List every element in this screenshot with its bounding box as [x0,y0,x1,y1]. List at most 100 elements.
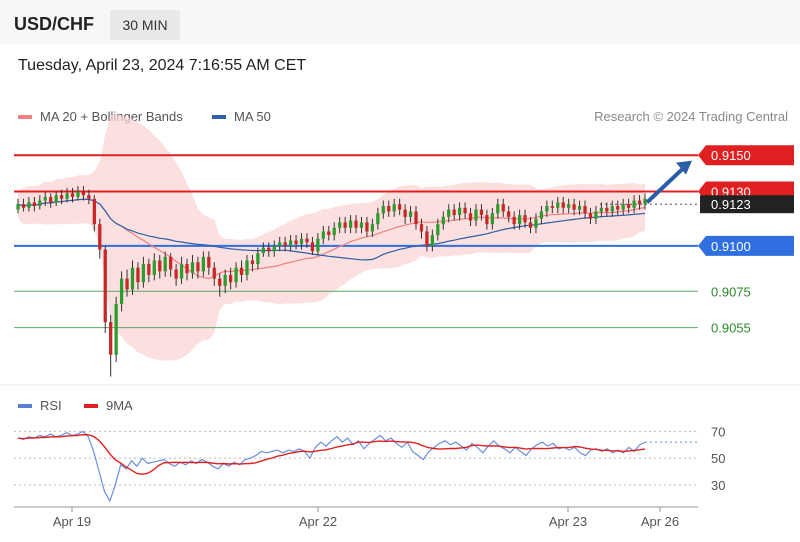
candle-body [550,206,554,208]
candle-body [490,213,494,225]
candle-body [87,195,91,199]
candle-body [398,204,402,210]
candle-body [49,196,53,203]
candle-body [468,213,473,221]
candle-body [288,240,293,246]
candle-body [190,262,195,274]
ma50-line [17,198,646,261]
candle-body [517,215,522,225]
candle-body [158,260,162,272]
candle-body [588,213,593,219]
chart-header: USD/CHF 30 MIN [0,0,800,44]
candle-body [381,206,385,214]
candle-body [539,211,544,219]
candle-body [616,206,620,210]
candle-body [605,207,609,212]
candle-body [621,204,625,210]
candle-body [267,247,271,252]
level-label-0.9100: 0.9100 [711,239,751,254]
candle-body [387,206,391,212]
candle-body [81,191,86,196]
candle-body [610,206,614,212]
candle-body [305,238,309,243]
candle-body [261,247,265,254]
rsi-tick-30: 30 [711,478,725,493]
candle-body [228,274,233,283]
candle-body [76,191,80,197]
candle-body [179,264,184,279]
candle-body [98,224,102,250]
candle-body [103,249,107,323]
candle-body [474,209,478,221]
candle-body [430,235,435,246]
candle-body [59,195,64,199]
candle-body [512,216,516,225]
candle-body [556,202,560,208]
candle-body [523,215,527,223]
level-label-0.9150: 0.9150 [711,148,751,163]
symbol-title: USD/CHF [14,14,94,34]
candle-body [130,267,135,290]
current-price-tag [700,195,794,214]
level-tag-0.9150 [698,145,794,166]
candle-body [392,204,396,212]
x-tick-label: Apr 19 [53,514,91,529]
candle-body [38,200,42,207]
level-label-0.9055: 0.9055 [711,321,751,336]
candle-body [370,224,375,232]
candle-body [109,322,113,355]
candle-body [27,202,31,208]
candle-body [528,222,533,228]
candle-body [70,193,75,197]
candle-body [425,231,429,246]
candle-body [299,238,304,245]
candle-body [627,204,631,208]
candle-body [632,200,636,208]
candle-body [245,260,249,275]
candle-body [201,256,206,272]
rsi-swatch [18,403,32,408]
candle-body [218,278,222,286]
candle-body [321,231,325,239]
candle-body [223,274,227,286]
candle-body [338,222,342,228]
candle-body [408,211,413,217]
chart-datetime: Tuesday, April 23, 2024 7:16:55 AM CET [18,57,307,74]
candle-body [354,220,358,228]
candle-body [419,224,424,232]
candle-body [163,256,167,272]
ma20-swatch [18,114,32,119]
candle-body [545,206,549,212]
rsi-label: RSI [40,398,62,413]
ma50-swatch [212,114,226,119]
candle-body [637,200,642,205]
candle-body [496,204,500,214]
candle-body [196,262,200,272]
candle-body [239,267,244,275]
candle-body [534,218,538,228]
rsi-ma-line [17,433,646,475]
timeframe-button[interactable]: 30 MIN [110,10,180,40]
candle-body [65,193,69,199]
candle-body [452,209,456,216]
candle-body [501,204,505,212]
9ma-swatch [84,403,98,408]
candle-body [332,227,336,236]
candle-body [32,202,36,207]
candle-body [572,204,576,210]
legend-ma50: MA 50 [212,109,271,124]
level-tag-0.9100 [698,235,794,256]
candle-body [283,242,287,246]
candle-body [278,242,282,246]
candle-body [152,260,156,275]
candle-body [185,264,189,274]
candle-body [479,209,484,216]
candle-body [21,204,26,208]
candle-body [136,267,140,283]
candle-body [447,209,451,217]
rsi-tick-70: 70 [711,424,725,439]
candle-body [376,213,380,225]
candle-body [174,269,178,279]
candle-body [561,202,565,208]
